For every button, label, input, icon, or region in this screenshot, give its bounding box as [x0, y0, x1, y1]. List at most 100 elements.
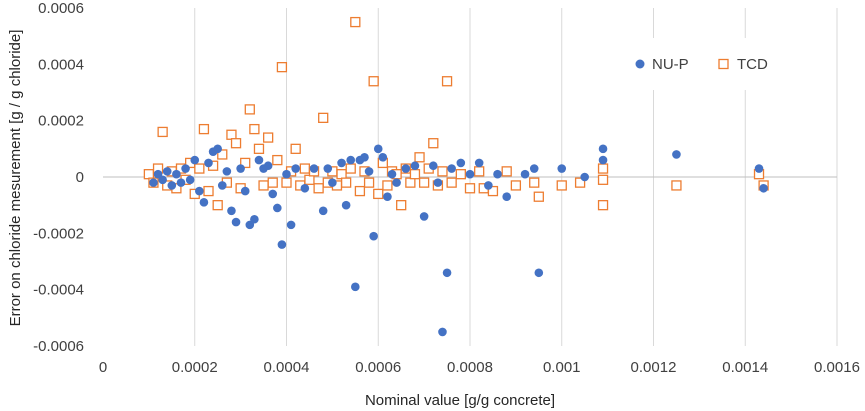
nu-p-point	[598, 144, 608, 154]
nu-p-point	[351, 282, 360, 292]
tcd-point	[441, 76, 453, 87]
nu-p-point	[387, 169, 397, 179]
nu-p-point	[438, 327, 447, 337]
tcd-point	[198, 123, 210, 135]
tcd-point	[474, 166, 485, 177]
legend-tcd-marker	[718, 58, 729, 70]
nu-p-point	[474, 158, 484, 168]
nu-p-point	[429, 161, 438, 171]
tcd-point	[455, 169, 466, 180]
nu-p-point	[199, 198, 209, 207]
nu-p-point	[217, 181, 227, 190]
x-tick-label: 0.0012	[631, 359, 677, 376]
x-tick-label: 0.0002	[172, 359, 218, 376]
y-tick-label: 0.0006	[38, 0, 84, 17]
nu-p-point	[456, 158, 466, 168]
nu-p-point	[222, 167, 232, 176]
nu-p-point	[158, 175, 167, 185]
tcd-point	[510, 180, 522, 191]
nu-p-point	[493, 169, 502, 179]
nu-p-point	[162, 167, 172, 176]
nu-p-point	[433, 178, 443, 187]
y-tick-label: -0.0004	[33, 282, 84, 299]
tcd-point	[217, 149, 228, 160]
tcd-point	[253, 143, 265, 154]
tcd-point	[281, 177, 292, 188]
tcd-point	[363, 177, 375, 188]
tcd-point	[597, 163, 609, 174]
tcd-point	[244, 104, 255, 115]
tcd-point	[340, 177, 352, 188]
tcd-point	[267, 177, 278, 188]
tcd-point	[671, 180, 682, 191]
tcd-point	[258, 180, 269, 191]
tcd-point	[597, 200, 609, 211]
tcd-point	[382, 180, 393, 191]
tcd-point	[272, 154, 283, 166]
tcd-point	[345, 163, 356, 174]
tcd-point	[336, 169, 347, 180]
x-tick-label: 0.001	[543, 359, 581, 376]
y-tick-label: 0.0002	[38, 113, 84, 130]
tcd-point	[354, 185, 366, 197]
nu-p-point	[250, 214, 259, 224]
tcd-point	[414, 152, 425, 163]
nu-p-series	[149, 144, 768, 337]
tcd-point	[230, 138, 242, 149]
legend-nu-p-marker	[635, 59, 645, 69]
nu-p-point	[318, 206, 328, 216]
nu-p-point	[263, 161, 273, 171]
y-tick-label: 0	[76, 169, 84, 186]
nu-p-point	[254, 155, 264, 165]
nu-p-point	[227, 206, 236, 216]
y-axis-title: Error on chloride mesurement [g / g chlo…	[7, 30, 24, 327]
nu-p-point	[484, 181, 493, 190]
tcd-point	[396, 200, 407, 211]
nu-p-point	[465, 169, 475, 179]
nu-p-point	[277, 240, 287, 249]
tcd-point	[556, 180, 567, 191]
tcd-point	[464, 183, 476, 194]
nu-p-point	[236, 164, 245, 173]
legend: NU-P TCD	[608, 38, 796, 90]
nu-p-point	[167, 181, 177, 190]
x-tick-label: 0.0004	[264, 359, 310, 376]
nu-p-point	[273, 203, 282, 213]
tcd-point	[409, 169, 421, 180]
nu-p-point	[268, 189, 278, 199]
nu-p-point	[176, 178, 186, 187]
nu-p-point	[401, 164, 411, 173]
tcd-point	[405, 177, 416, 188]
nu-p-point	[149, 178, 158, 187]
nu-p-point	[195, 186, 204, 196]
tcd-point	[304, 174, 315, 185]
tcd-point	[194, 163, 205, 174]
nu-p-point	[383, 192, 392, 202]
nu-p-point	[286, 220, 296, 230]
nu-p-point	[185, 175, 195, 185]
tcd-point	[446, 177, 457, 188]
nu-p-point	[754, 164, 764, 173]
x-tick-label: 0.0006	[355, 359, 401, 376]
nu-p-point	[309, 164, 319, 173]
nu-p-point	[282, 169, 291, 179]
tcd-point	[212, 200, 223, 211]
x-tick-label: 0	[99, 359, 107, 376]
nu-p-point	[520, 169, 530, 179]
x-axis-title: Nominal value [g/g concrete]	[365, 392, 555, 409]
tcd-point	[529, 177, 540, 188]
nu-p-point	[291, 164, 300, 173]
nu-p-point	[240, 186, 250, 196]
tcd-point	[533, 191, 544, 202]
nu-p-point	[300, 183, 310, 193]
tcd-point	[487, 185, 499, 197]
x-tick-label: 0.0008	[447, 359, 493, 376]
tcd-point	[418, 177, 430, 188]
nu-p-point	[337, 158, 346, 168]
nu-p-point	[231, 217, 241, 227]
nu-p-point	[328, 178, 337, 187]
tcd-point	[226, 129, 237, 140]
nu-p-point	[172, 169, 181, 179]
nu-p-point	[360, 152, 369, 162]
